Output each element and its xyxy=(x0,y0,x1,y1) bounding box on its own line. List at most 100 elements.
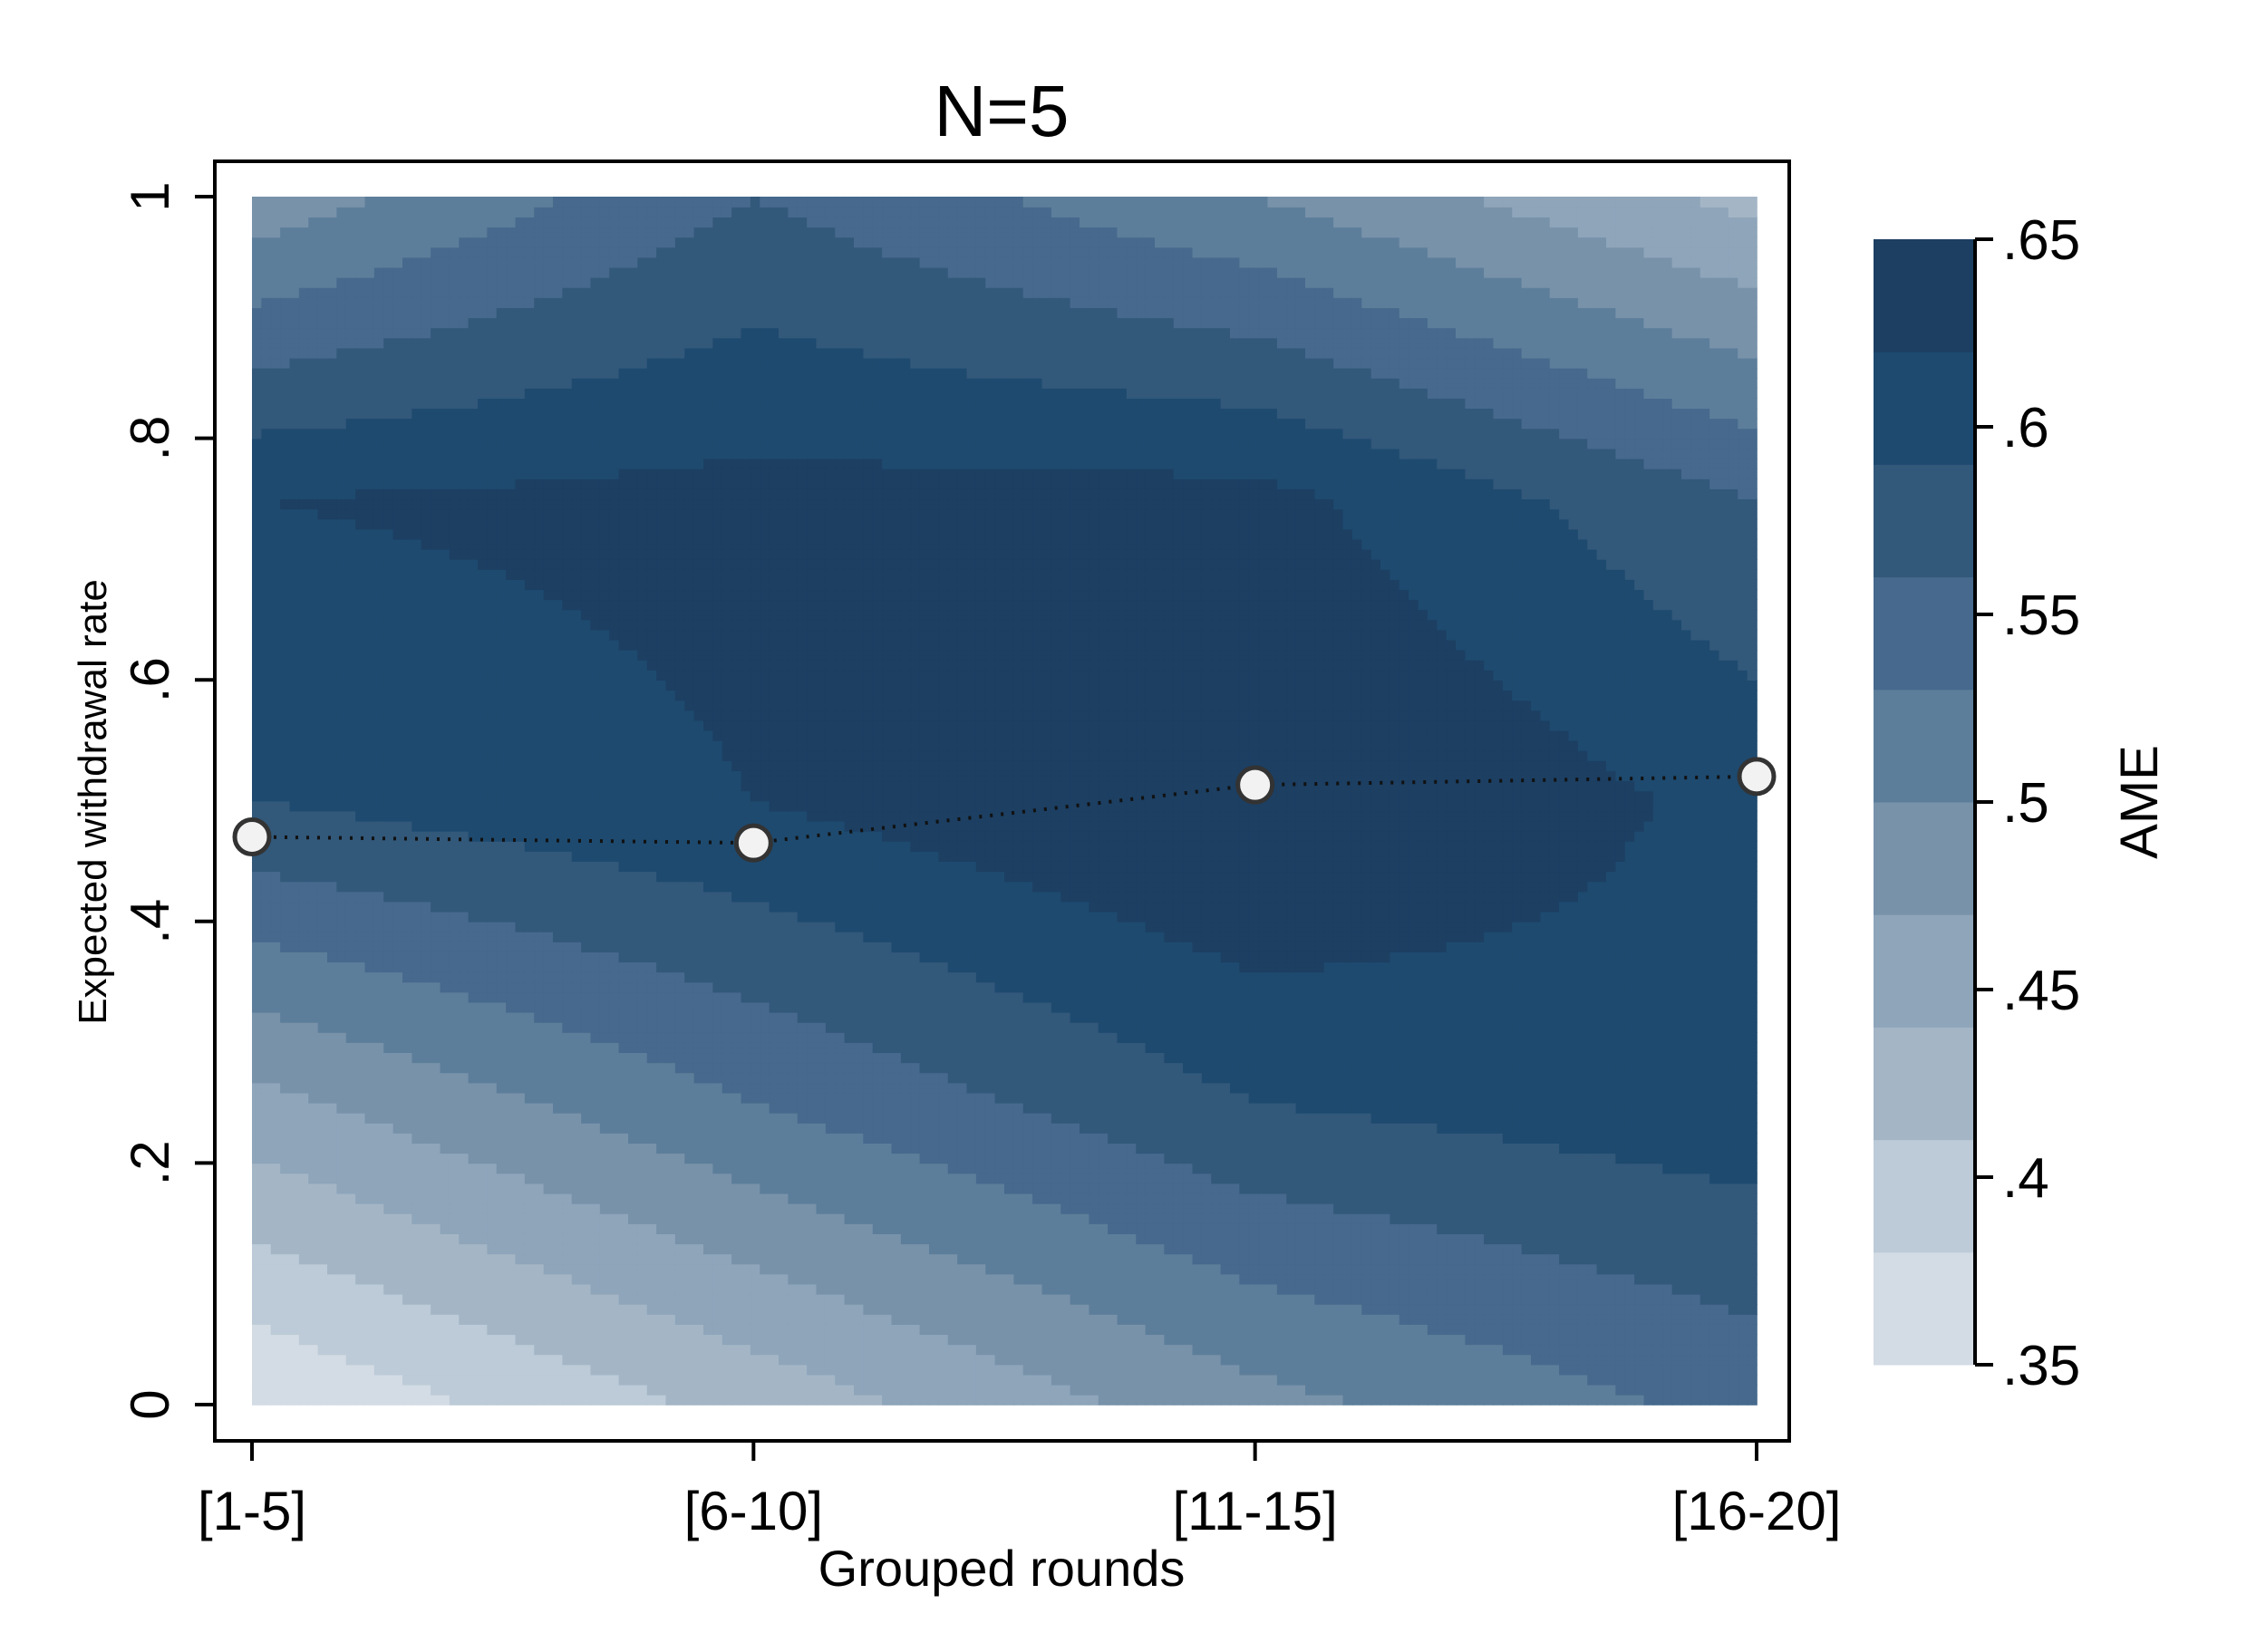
contour-cell xyxy=(543,1283,554,1295)
contour-cell xyxy=(280,749,291,761)
contour-cell xyxy=(487,458,498,469)
contour-cell xyxy=(261,1223,272,1234)
contour-cell xyxy=(289,971,300,983)
contour-cell xyxy=(270,609,281,621)
contour-cell xyxy=(468,820,479,832)
contour-cell xyxy=(412,1173,422,1184)
contour-cell xyxy=(515,881,526,893)
contour-cell xyxy=(459,729,470,741)
contour-cell xyxy=(373,1143,385,1154)
contour-cell xyxy=(392,1394,403,1406)
contour-cell xyxy=(412,317,422,329)
contour-cell xyxy=(618,1082,629,1094)
contour-cell xyxy=(524,659,536,671)
contour-cell xyxy=(355,448,366,459)
contour-cell xyxy=(280,286,291,298)
contour-cell xyxy=(440,891,450,903)
contour-cell xyxy=(534,498,545,510)
contour-cell xyxy=(345,408,356,420)
contour-cell xyxy=(298,840,310,852)
contour-cell xyxy=(327,670,338,681)
contour-cell xyxy=(478,1092,489,1104)
contour-cell xyxy=(317,639,328,651)
contour-cell xyxy=(478,1203,489,1214)
contour-cell xyxy=(515,448,526,459)
contour-cell xyxy=(327,498,338,510)
contour-cell xyxy=(515,1354,526,1366)
contour-cell xyxy=(412,488,422,500)
contour-cell xyxy=(515,931,526,942)
contour-cell xyxy=(252,739,263,751)
contour-cell xyxy=(515,408,526,420)
contour-cell xyxy=(459,981,470,993)
contour-cell xyxy=(449,558,460,570)
contour-cell xyxy=(270,1314,281,1325)
contour-cell xyxy=(534,1153,545,1164)
contour-cell xyxy=(308,749,319,761)
contour-cell xyxy=(270,891,281,903)
contour-cell xyxy=(571,1293,582,1305)
contour-cell xyxy=(308,538,319,550)
contour-cell xyxy=(571,1143,582,1154)
contour-cell xyxy=(571,700,582,711)
contour-cell xyxy=(543,266,554,278)
contour-cell xyxy=(543,1384,554,1396)
contour-cell xyxy=(383,1092,394,1104)
contour-cell xyxy=(383,1011,394,1023)
contour-cell xyxy=(609,388,620,399)
contour-cell xyxy=(590,1273,601,1285)
contour-cell xyxy=(609,861,620,873)
contour-cell xyxy=(252,1212,263,1224)
contour-cell xyxy=(392,1212,403,1224)
contour-cell xyxy=(468,1133,479,1144)
contour-cell xyxy=(298,800,310,812)
contour-cell xyxy=(345,528,356,540)
contour-cell xyxy=(496,1354,507,1366)
contour-cell xyxy=(440,810,450,822)
contour-cell xyxy=(478,207,489,218)
contour-cell xyxy=(553,458,564,469)
contour-cell xyxy=(562,961,573,973)
contour-cell xyxy=(345,1052,356,1064)
contour-cell xyxy=(364,1163,375,1174)
contour-cell xyxy=(298,851,310,862)
contour-cell xyxy=(515,367,526,379)
contour-cell xyxy=(534,548,545,560)
contour-cell xyxy=(571,780,582,792)
contour-cell xyxy=(524,770,536,782)
contour-cell xyxy=(618,649,629,661)
contour-cell xyxy=(618,1384,629,1396)
contour-cell xyxy=(364,1293,375,1305)
contour-cell xyxy=(506,1354,517,1366)
contour-cell xyxy=(280,690,291,701)
contour-cell xyxy=(327,1344,338,1356)
contour-cell xyxy=(496,1031,507,1043)
contour-cell xyxy=(336,1092,347,1104)
contour-cell xyxy=(609,942,620,952)
contour-cell xyxy=(440,1233,450,1245)
contour-cell xyxy=(590,418,601,430)
contour-cell xyxy=(327,266,338,278)
contour-cell xyxy=(590,1364,601,1376)
contour-cell xyxy=(543,649,554,661)
contour-cell xyxy=(373,810,385,822)
contour-cell xyxy=(459,307,470,319)
contour-cell xyxy=(478,217,489,228)
contour-cell xyxy=(298,1303,310,1315)
contour-cell xyxy=(373,749,385,761)
contour-cell xyxy=(336,609,347,621)
contour-cell xyxy=(440,266,450,278)
contour-cell xyxy=(515,680,526,691)
contour-cell xyxy=(412,861,422,873)
contour-cell xyxy=(261,749,272,761)
contour-cell xyxy=(261,1193,272,1204)
contour-cell xyxy=(412,961,422,973)
contour-cell xyxy=(289,851,300,862)
contour-cell xyxy=(581,921,592,932)
contour-cell xyxy=(534,337,545,349)
contour-cell xyxy=(327,1253,338,1265)
contour-cell xyxy=(412,347,422,359)
contour-cell xyxy=(261,508,272,520)
contour-cell xyxy=(468,991,479,1003)
contour-cell xyxy=(327,237,338,248)
